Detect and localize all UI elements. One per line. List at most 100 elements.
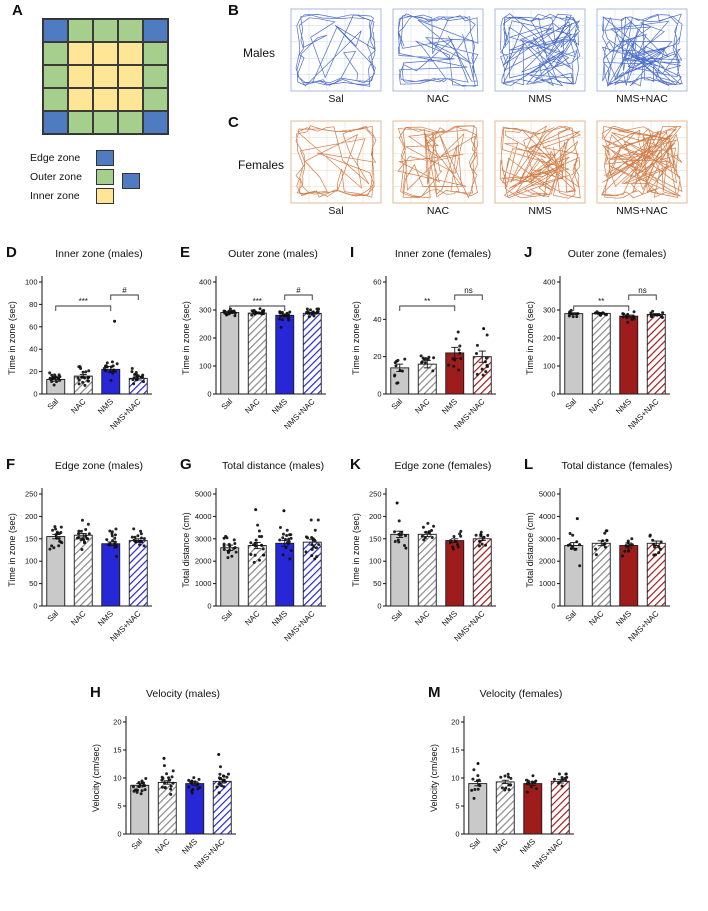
svg-text:5000: 5000 <box>195 490 212 499</box>
zone-cell <box>68 42 93 65</box>
svg-text:NMS: NMS <box>96 609 115 628</box>
legend-label-inner: Inner zone <box>30 189 80 202</box>
chart-panel-j: J Outer zone (females) Time in zone (sec… <box>524 244 692 446</box>
zone-cell <box>68 65 93 88</box>
chart-panel-d: D Inner zone (males) Time in zone (sec) 0… <box>6 244 174 446</box>
chart-title: Outer zone (females) <box>567 248 667 260</box>
svg-text:100: 100 <box>25 278 38 287</box>
edge-zone-extra-swatch <box>122 172 140 189</box>
trajectory-plot <box>290 8 382 92</box>
bar-NMS <box>275 314 295 395</box>
svg-text:Sal: Sal <box>390 609 405 624</box>
svg-text:60: 60 <box>373 278 381 287</box>
panel-letter-a: A <box>12 2 23 19</box>
trajectory-svg <box>290 8 382 92</box>
svg-text:0: 0 <box>551 390 555 399</box>
trajectory-svg <box>596 8 688 92</box>
svg-text:40: 40 <box>373 315 381 324</box>
svg-text:NMS: NMS <box>440 609 459 628</box>
svg-text:NAC: NAC <box>587 397 605 415</box>
svg-text:0: 0 <box>33 602 37 611</box>
svg-text:Time in zone (sec): Time in zone (sec) <box>7 513 17 587</box>
svg-text:20: 20 <box>451 718 459 727</box>
trajectory-svg <box>392 120 484 204</box>
trajectory-label: NMS+NAC <box>616 205 668 217</box>
chart-title: Inner zone (females) <box>394 248 492 260</box>
svg-text:Total distance (cm): Total distance (cm) <box>181 512 191 588</box>
svg-text:10: 10 <box>451 774 459 783</box>
trajectory-box: NMS <box>494 120 586 217</box>
chart-title: Edge zone (males) <box>54 460 144 472</box>
svg-text:100: 100 <box>25 557 38 566</box>
zone-cell <box>118 88 143 111</box>
legend-label-edge: Edge zone <box>30 151 81 164</box>
chart-plot: Velocity (cm/sec) 0 5 10 15 20 Sal NAC NMS NMS+NA… <box>90 702 258 880</box>
trajectory-plot <box>392 8 484 92</box>
svg-text:200: 200 <box>25 512 38 521</box>
trajectory-plot <box>596 8 688 92</box>
trajectory-box: Sal <box>290 120 382 217</box>
svg-text:**: ** <box>598 297 604 306</box>
trajectory-svg <box>392 8 484 92</box>
bar-NMS <box>619 315 639 395</box>
zone-cell <box>143 65 168 88</box>
svg-text:NAC: NAC <box>69 397 87 415</box>
trajectory-box: NMS <box>494 8 586 105</box>
svg-text:***: *** <box>79 297 88 306</box>
panel-letter-i: I <box>350 244 355 261</box>
trajectory-svg <box>494 8 586 92</box>
svg-text:Sal: Sal <box>130 837 145 852</box>
svg-text:5: 5 <box>455 802 459 811</box>
bar-NAC <box>247 312 267 395</box>
females-row-label: Females <box>238 158 285 172</box>
svg-text:NMS: NMS <box>518 837 537 856</box>
svg-text:150: 150 <box>369 534 382 543</box>
panel-letter-d: D <box>6 244 17 261</box>
svg-text:NMS: NMS <box>270 397 289 416</box>
zone-cell <box>43 19 68 42</box>
svg-text:NAC: NAC <box>69 609 87 627</box>
bar-Sal <box>390 533 410 607</box>
svg-text:Sal: Sal <box>220 609 235 624</box>
panel-letter-j: J <box>524 244 533 261</box>
zone-cell <box>118 42 143 65</box>
svg-text:2000: 2000 <box>195 557 212 566</box>
zone-legend: Edge zone Outer zone Inner zone <box>30 148 140 205</box>
svg-text:0: 0 <box>207 390 211 399</box>
svg-text:1000: 1000 <box>195 579 212 588</box>
zone-cell <box>118 111 143 134</box>
chart-plot: Velocity (cm/sec) 0 5 10 15 20 Sal NAC NMS NMS+NA… <box>428 702 596 880</box>
trajectory-label: NAC <box>426 205 450 217</box>
trajectory-box: NMS+NAC <box>596 8 688 105</box>
svg-text:250: 250 <box>25 490 38 499</box>
svg-text:200: 200 <box>543 334 556 343</box>
zone-cell <box>68 19 93 42</box>
zone-cell <box>118 19 143 42</box>
svg-text:200: 200 <box>369 512 382 521</box>
chart-plot: Time in zone (sec) 0 100 200 300 400 Sal NAC NMS… <box>524 262 692 440</box>
panel-letter-k: K <box>350 456 361 473</box>
svg-text:Sal: Sal <box>564 609 579 624</box>
zone-cell <box>93 42 118 65</box>
bar-NAC <box>157 782 177 835</box>
svg-text:NAC: NAC <box>243 397 261 415</box>
svg-text:0: 0 <box>377 602 381 611</box>
svg-text:NAC: NAC <box>243 609 261 627</box>
svg-text:NMS: NMS <box>614 609 633 628</box>
male-trajectory-row: Sal NAC NMS NMS+NAC <box>290 8 688 105</box>
panel-letter-m: M <box>428 684 441 701</box>
chart-title: Total distance (females) <box>561 460 673 472</box>
svg-text:NAC: NAC <box>587 609 605 627</box>
trajectory-label: NAC <box>426 93 450 105</box>
svg-text:0: 0 <box>207 602 211 611</box>
svg-text:0: 0 <box>117 830 121 839</box>
svg-text:150: 150 <box>25 534 38 543</box>
zone-cell <box>43 88 68 111</box>
svg-text:10: 10 <box>113 774 121 783</box>
chart-plot: Time in zone (sec) 0 100 200 300 400 Sal NAC NMS… <box>180 262 348 440</box>
chart-title: Total distance (males) <box>221 460 325 472</box>
bar-NMS+NAC <box>646 314 666 395</box>
